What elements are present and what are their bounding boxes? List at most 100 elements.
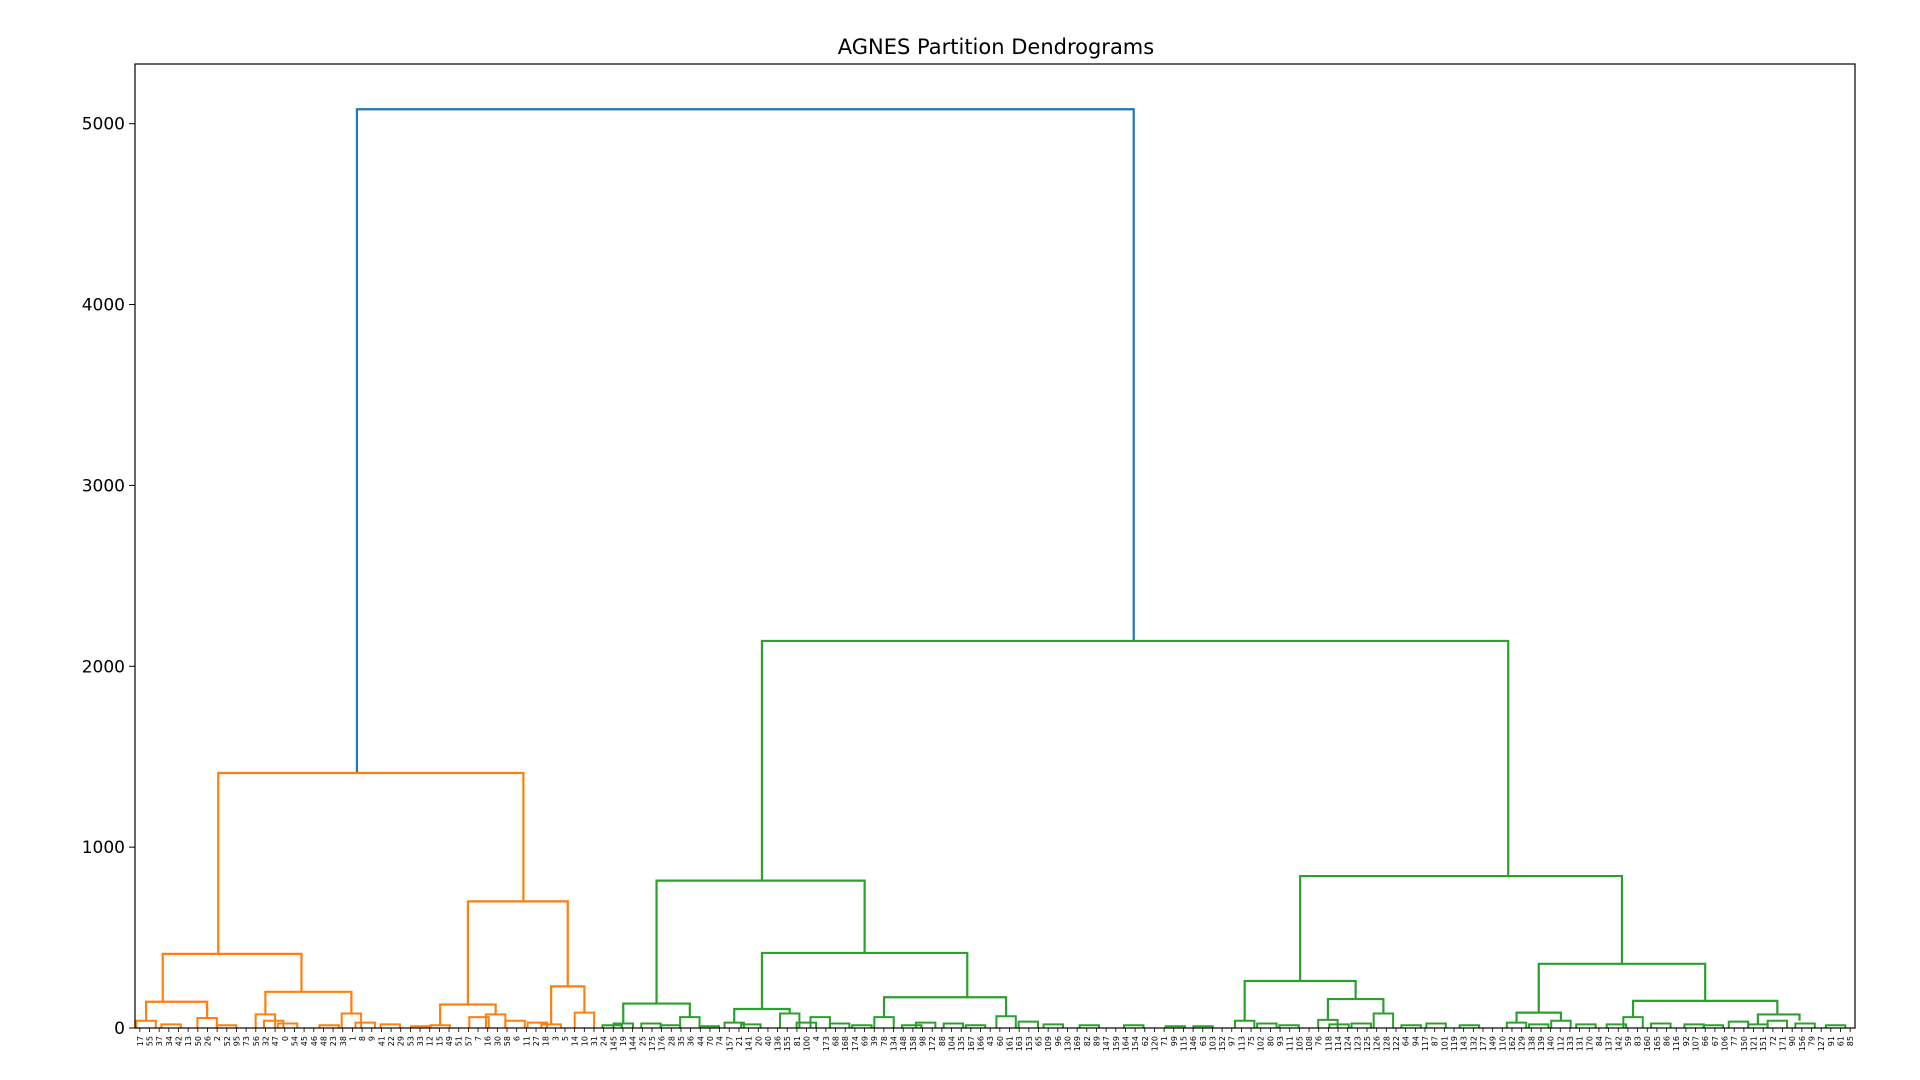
leaf-label-21: 21 — [735, 1036, 744, 1046]
low-merge-13 — [468, 1016, 490, 1028]
link-19 — [1631, 999, 1779, 1018]
link-2 — [161, 952, 303, 1002]
low-merge-18 — [573, 1011, 596, 1028]
dendrogram-links — [135, 108, 1847, 1028]
leaf-label-140: 140 — [1547, 1036, 1556, 1051]
low-merge-44 — [1233, 1019, 1256, 1028]
low-merge-62 — [1702, 1024, 1725, 1028]
leaf-label-111: 111 — [1286, 1036, 1295, 1051]
low-merge-53 — [1458, 1024, 1481, 1028]
low-merge-19 — [601, 1024, 623, 1028]
leaf-label-19: 19 — [619, 1036, 628, 1046]
leaf-label-133: 133 — [1566, 1036, 1575, 1051]
leaf-label-66: 66 — [1701, 1036, 1710, 1046]
low-merge-60 — [1650, 1022, 1672, 1028]
low-merge-48 — [1328, 1023, 1350, 1028]
leaf-label-42: 42 — [174, 1036, 183, 1046]
leaf-label-9: 9 — [368, 1036, 377, 1041]
leaf-label-80: 80 — [1266, 1036, 1275, 1046]
leaf-label-119: 119 — [1450, 1036, 1459, 1051]
low-merge-37 — [995, 1015, 1017, 1028]
leaf-label-136: 136 — [774, 1036, 783, 1051]
leaf-label-1: 1 — [348, 1036, 357, 1041]
low-merge-42 — [1164, 1025, 1187, 1028]
leaf-label-43: 43 — [986, 1036, 995, 1046]
leaf-label-145: 145 — [609, 1036, 618, 1051]
y-tick-label-0: 0 — [114, 1019, 125, 1039]
leaf-label-49: 49 — [445, 1036, 454, 1046]
leaf-label-75: 75 — [1247, 1036, 1256, 1046]
low-merge-63 — [1727, 1020, 1750, 1028]
leaf-label-62: 62 — [1141, 1036, 1150, 1046]
leaf-label-32: 32 — [261, 1036, 270, 1046]
leaf-label-126: 126 — [1373, 1036, 1382, 1051]
leaf-label-33: 33 — [416, 1036, 425, 1046]
leaf-label-15: 15 — [435, 1036, 444, 1046]
low-merge-15 — [504, 1019, 526, 1028]
leaf-label-25: 25 — [638, 1036, 647, 1046]
low-merge-21 — [640, 1022, 662, 1028]
leaf-label-106: 106 — [1721, 1036, 1730, 1051]
link-14 — [1299, 874, 1624, 981]
leaf-label-177: 177 — [1479, 1036, 1488, 1051]
leaf-label-63: 63 — [1199, 1036, 1208, 1046]
leaf-label-173: 173 — [822, 1036, 831, 1051]
leaf-label-104: 104 — [948, 1036, 957, 1051]
leaf-label-24: 24 — [600, 1036, 609, 1046]
leaf-label-56: 56 — [252, 1036, 261, 1046]
leaf-label-130: 130 — [1063, 1036, 1072, 1051]
low-merge-28 — [795, 1021, 818, 1028]
leaf-label-70: 70 — [706, 1036, 715, 1046]
leaf-label-34: 34 — [165, 1036, 174, 1046]
leaf-label-141: 141 — [745, 1036, 754, 1051]
leaf-label-65: 65 — [1034, 1036, 1043, 1046]
link-17 — [1537, 962, 1707, 1013]
leaf-label-20: 20 — [754, 1036, 763, 1046]
leaf-label-89: 89 — [1092, 1036, 1101, 1046]
low-merge-8 — [340, 1012, 363, 1028]
leaf-label-172: 172 — [928, 1036, 937, 1051]
leaf-label-79: 79 — [1808, 1036, 1817, 1046]
leaf-label-87: 87 — [1431, 1036, 1440, 1046]
low-merge-66 — [1794, 1022, 1816, 1028]
leaf-label-103: 103 — [1208, 1036, 1217, 1051]
leaf-label-171: 171 — [1779, 1036, 1788, 1051]
leaf-label-74: 74 — [716, 1036, 725, 1046]
leaf-label-165: 165 — [1653, 1036, 1662, 1051]
leaf-label-134: 134 — [890, 1036, 899, 1051]
leaf-label-14: 14 — [571, 1036, 580, 1046]
leaf-label-0: 0 — [281, 1036, 290, 1041]
leaf-label-44: 44 — [696, 1036, 705, 1046]
leaf-label-39: 39 — [870, 1036, 879, 1046]
low-merge-0 — [135, 1019, 157, 1028]
leaf-label-10: 10 — [580, 1036, 589, 1046]
leaf-label-176: 176 — [658, 1036, 667, 1051]
leaf-label-155: 155 — [783, 1036, 792, 1051]
low-merge-32 — [873, 1016, 895, 1028]
leaf-label-37: 37 — [155, 1036, 164, 1046]
leaf-label-164: 164 — [1121, 1036, 1130, 1051]
y-axis: 0 1000 2000 3000 4000 5000 — [82, 115, 135, 1039]
leaf-label-139: 139 — [1537, 1036, 1546, 1051]
leaf-label-168: 168 — [841, 1036, 850, 1051]
low-merge-50 — [1372, 1012, 1395, 1028]
y-tick-label-4000: 4000 — [82, 296, 125, 316]
leaf-label-169: 169 — [1073, 1036, 1082, 1051]
low-merge-35 — [942, 1022, 965, 1028]
x-axis-leaf-labels: 17 55 37 34 42 13 50 26 2 52 95 73 56 32 47 0 54 45 46 48 23… — [136, 1028, 1855, 1051]
leaf-label-64: 64 — [1402, 1036, 1411, 1046]
leaf-label-60: 60 — [996, 1036, 1005, 1046]
leaf-label-128: 128 — [1382, 1036, 1391, 1051]
leaf-label-101: 101 — [1440, 1036, 1449, 1051]
leaf-label-166: 166 — [977, 1036, 986, 1051]
leaf-label-152: 152 — [1218, 1036, 1227, 1051]
low-merges — [135, 1011, 1847, 1028]
leaf-label-59: 59 — [1624, 1036, 1633, 1046]
link-9 — [655, 879, 866, 1004]
low-merge-45 — [1256, 1022, 1278, 1028]
leaf-label-46: 46 — [310, 1036, 319, 1046]
leaf-label-28: 28 — [667, 1036, 676, 1046]
leaf-label-150: 150 — [1740, 1036, 1749, 1051]
leaf-label-8: 8 — [358, 1036, 367, 1041]
